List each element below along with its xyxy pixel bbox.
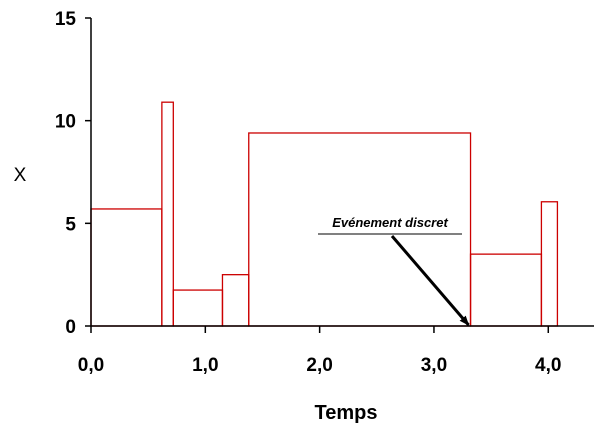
annotation-label: Evénement discret bbox=[332, 215, 448, 230]
annotation-arrow bbox=[390, 235, 470, 326]
x-tick-label-2: 2,0 bbox=[306, 355, 332, 376]
x-axis-title: Temps bbox=[315, 402, 378, 424]
y-tick-label-3: 15 bbox=[55, 9, 77, 30]
bar-0 bbox=[90, 208, 163, 327]
x-tick-label-4: 4,0 bbox=[535, 355, 561, 376]
axes-group bbox=[90, 18, 594, 327]
y-tick-label-0: 0 bbox=[65, 317, 76, 338]
x-tick-label-3: 3,0 bbox=[421, 355, 447, 376]
x-tick-label-0: 0,0 bbox=[78, 355, 104, 376]
ticks-group: 0 5 10 15 0,0 1,0 2,0 3,0 4,0 bbox=[55, 9, 562, 376]
x-tick-label-1: 1,0 bbox=[192, 355, 218, 376]
y-tick-label-1: 5 bbox=[65, 214, 76, 235]
y-axis-title: X bbox=[14, 165, 27, 186]
bar-3 bbox=[221, 274, 250, 327]
y-tick-label-2: 10 bbox=[55, 112, 76, 133]
bar-5 bbox=[469, 253, 543, 327]
bar-1 bbox=[161, 101, 174, 327]
bar-2 bbox=[172, 289, 224, 327]
bar-6 bbox=[540, 201, 559, 327]
annotation-group: Evénement discret bbox=[318, 215, 470, 326]
bars-group bbox=[90, 101, 559, 327]
